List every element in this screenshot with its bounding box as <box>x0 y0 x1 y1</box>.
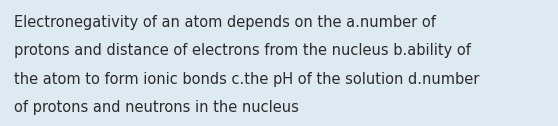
Text: Electronegativity of an atom depends on the a.number of: Electronegativity of an atom depends on … <box>14 15 436 30</box>
Text: the atom to form ionic bonds c.the pH of the solution d.number: the atom to form ionic bonds c.the pH of… <box>14 72 479 87</box>
Text: of protons and neutrons in the nucleus: of protons and neutrons in the nucleus <box>14 100 299 115</box>
Text: protons and distance of electrons from the nucleus b.ability of: protons and distance of electrons from t… <box>14 43 471 58</box>
